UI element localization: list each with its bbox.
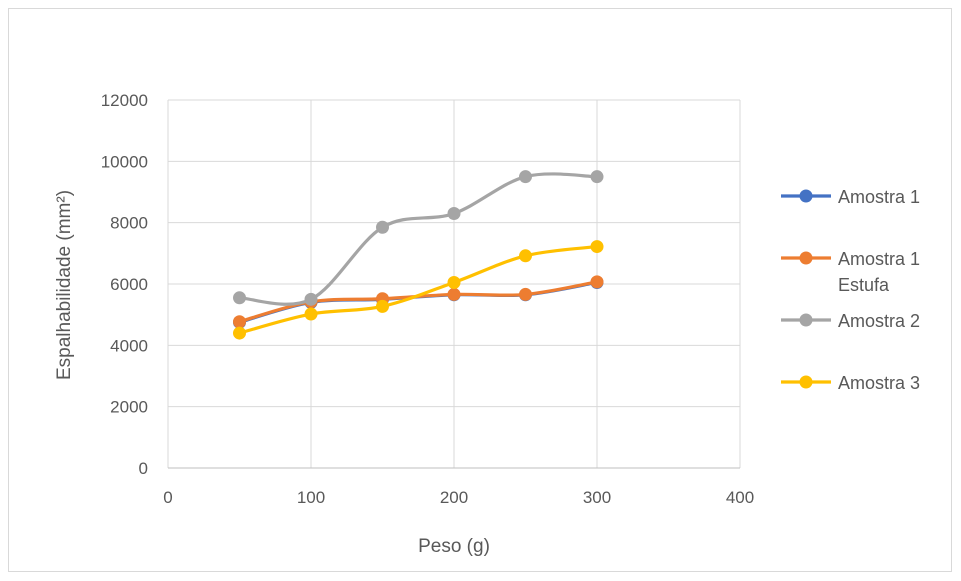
data-point-amostra-3 <box>590 240 604 254</box>
data-point-amostra-1-estufa <box>447 287 461 301</box>
legend-label: Amostra 2 <box>838 311 920 331</box>
x-tick-label: 100 <box>297 488 325 507</box>
data-point-amostra-3 <box>376 299 389 313</box>
series-line-amostra-2 <box>237 172 599 306</box>
data-point-amostra-1-estufa <box>590 275 604 289</box>
x-tick-label: 400 <box>726 488 754 507</box>
data-point-amostra-2 <box>519 170 532 184</box>
legend-label: Amostra 3 <box>838 373 920 393</box>
legend-item-amostra-2: Amostra 2 <box>781 311 920 331</box>
legend-swatch-marker <box>799 189 813 203</box>
data-point-amostra-3 <box>519 249 532 263</box>
y-tick-label: 0 <box>139 459 148 478</box>
tick-labels: 0 2000 4000 6000 8000 10000 12000 0 100 200 300 400 <box>101 91 754 507</box>
data-point-amostra-1-estufa <box>233 315 246 329</box>
data-point-amostra-3 <box>304 307 318 321</box>
x-tick-label: 300 <box>583 488 611 507</box>
data-point-amostra-2 <box>447 206 461 220</box>
y-tick-label: 10000 <box>101 152 148 171</box>
chart-area <box>8 8 952 572</box>
x-tick-label: 0 <box>163 488 172 507</box>
series-lines <box>233 170 604 340</box>
legend: Amostra 1 Amostra 1 Estufa Amostra 2 Amostra… <box>781 187 920 393</box>
y-tick-label: 12000 <box>101 91 148 110</box>
series-line-amostra-1-estufa <box>237 280 599 324</box>
data-point-amostra-3 <box>447 275 461 289</box>
y-tick-label: 6000 <box>110 275 148 294</box>
x-axis-title: Peso (g) <box>418 536 490 557</box>
legend-item-amostra-1: Amostra 1 <box>781 187 920 207</box>
data-point-amostra-3 <box>233 326 246 340</box>
y-tick-label: 2000 <box>110 398 148 417</box>
legend-label: Amostra 1 <box>838 249 920 269</box>
y-tick-label: 4000 <box>110 336 148 355</box>
y-axis-title: Espalhabilidade (mm²) <box>54 190 75 380</box>
data-point-amostra-2 <box>304 292 318 306</box>
data-point-amostra-2 <box>590 170 604 184</box>
y-tick-label: 8000 <box>110 214 148 233</box>
legend-label: Estufa <box>838 275 890 295</box>
legend-swatch-marker <box>799 251 813 265</box>
legend-swatch-marker <box>799 375 813 389</box>
legend-item-amostra-3: Amostra 3 <box>781 373 920 393</box>
legend-label: Amostra 1 <box>838 187 920 207</box>
data-point-amostra-2 <box>376 220 389 234</box>
data-point-amostra-1-estufa <box>519 287 532 301</box>
x-tick-label: 200 <box>440 488 468 507</box>
series-line-amostra-3 <box>237 244 599 335</box>
legend-swatch-marker <box>799 313 813 327</box>
data-point-amostra-2 <box>233 291 246 305</box>
legend-item-amostra-1-estufa: Amostra 1 Estufa <box>781 249 920 295</box>
